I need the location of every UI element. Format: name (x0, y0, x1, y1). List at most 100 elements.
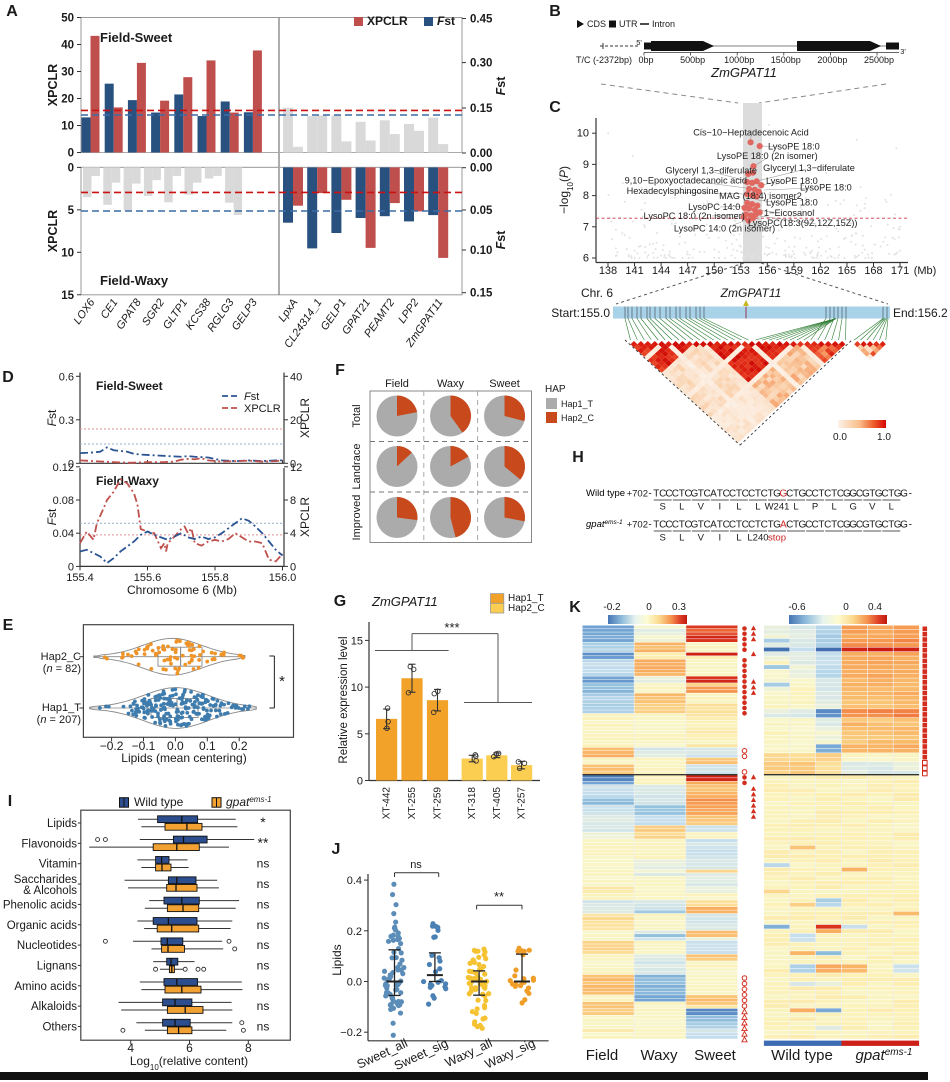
svg-text:7: 7 (583, 221, 589, 233)
svg-text:+702: +702 (627, 489, 648, 500)
svg-text:L240: L240 (747, 533, 768, 544)
svg-text:***: *** (444, 620, 459, 635)
svg-text:ns: ns (257, 958, 270, 972)
svg-text:Waxy: Waxy (437, 378, 465, 390)
svg-text:G: G (334, 593, 346, 610)
svg-text:40: 40 (290, 371, 302, 383)
svg-text:ns: ns (257, 1020, 270, 1034)
svg-text:5': 5' (636, 38, 642, 47)
svg-text:I: I (719, 533, 722, 544)
svg-text:147: 147 (678, 265, 696, 277)
svg-text:B: B (549, 3, 561, 20)
svg-text:159: 159 (785, 265, 803, 277)
svg-text:4: 4 (127, 1041, 134, 1055)
svg-text:165: 165 (838, 265, 856, 277)
svg-text:Field-Sweet: Field-Sweet (96, 379, 163, 393)
svg-text:0.05: 0.05 (470, 205, 493, 217)
svg-text:V: V (698, 502, 705, 513)
svg-text:15: 15 (351, 635, 363, 647)
svg-text:XT-405: XT-405 (492, 787, 503, 820)
svg-text:V: V (698, 533, 705, 544)
svg-text:Field: Field (385, 378, 409, 390)
svg-text:XT-257: XT-257 (517, 787, 528, 820)
svg-text:1.0: 1.0 (877, 432, 891, 443)
svg-text:-0.6: -0.6 (788, 602, 806, 613)
svg-text:0.6: 0.6 (59, 371, 74, 383)
svg-text:XPCLR: XPCLR (244, 403, 281, 415)
svg-text:P: P (812, 502, 818, 513)
svg-text:LysoPE 18:0: LysoPE 18:0 (766, 176, 818, 186)
svg-text:End:156.2: End:156.2 (893, 306, 948, 320)
svg-text:XPCLR: XPCLR (298, 497, 312, 537)
svg-text:Saccharides: Saccharides (14, 874, 78, 886)
svg-text:0.15: 0.15 (470, 103, 493, 115)
svg-text:*: * (279, 673, 285, 690)
svg-text:1000bp: 1000bp (724, 55, 754, 65)
svg-text:T/C (-2372bp): T/C (-2372bp) (576, 55, 632, 65)
svg-text:L: L (793, 502, 798, 513)
svg-text:LysoPC 14:0: LysoPC 14:0 (688, 202, 740, 212)
svg-text:6: 6 (583, 253, 589, 265)
svg-text:L: L (679, 502, 684, 513)
svg-text:Lipids (mean centering): Lipids (mean centering) (121, 751, 246, 765)
svg-text:(n = 82): (n = 82) (43, 663, 81, 675)
svg-text:ZmGPAT11: ZmGPAT11 (720, 286, 782, 300)
svg-text:(n = 207): (n = 207) (37, 714, 81, 726)
svg-text:Field: Field (586, 1047, 619, 1064)
svg-text:Fst: Fst (45, 409, 59, 426)
svg-text:168: 168 (864, 265, 882, 277)
svg-text:171: 171 (891, 265, 909, 277)
svg-text:**: ** (258, 834, 269, 850)
svg-text:XT-318: XT-318 (467, 787, 478, 820)
svg-text:Wild type: Wild type (134, 795, 184, 809)
svg-text:LysoPE 18:0: LysoPE 18:0 (768, 142, 820, 152)
svg-text:LysoPC 18:0 (2n isomer): LysoPC 18:0 (2n isomer) (644, 211, 745, 221)
svg-text:12: 12 (290, 462, 302, 474)
svg-text:0.00: 0.00 (470, 148, 492, 160)
svg-text:0.45: 0.45 (470, 14, 493, 26)
svg-text:Log10(relative content): Log10(relative content) (130, 1054, 248, 1072)
svg-text:0: 0 (68, 561, 74, 573)
svg-text:XT-442: XT-442 (382, 787, 393, 820)
svg-text:XT-255: XT-255 (407, 787, 418, 820)
svg-text:0.10: 0.10 (470, 245, 492, 257)
svg-text:Lignans: Lignans (37, 960, 78, 972)
svg-text:UTR: UTR (619, 19, 638, 29)
svg-text:-0.2: -0.2 (603, 602, 621, 613)
svg-text:Hap1_T: Hap1_T (561, 399, 594, 409)
svg-text:L: L (736, 533, 741, 544)
svg-text:138: 138 (599, 265, 617, 277)
svg-text:E: E (3, 617, 14, 634)
svg-text:LysoPC(18:3(9Z,12Z,15Z)): LysoPC(18:3(9Z,12Z,15Z)) (748, 218, 857, 228)
svg-text:8: 8 (290, 495, 296, 507)
svg-text:**: ** (494, 889, 504, 904)
svg-text:-TCCCTCGTCATCCTCCTCTGGCTGCCTCT: - TCCCTCGTCATCCTCCTCTGGCTGCCTCTCGGCGTGCTG… (648, 489, 912, 500)
svg-text:−log10(P): −log10(P) (557, 166, 575, 214)
svg-text:Lipids: Lipids (47, 818, 77, 830)
svg-text:155.8: 155.8 (201, 572, 229, 584)
svg-text:Improved: Improved (351, 495, 363, 541)
svg-text:LysoPC 14:0 (2n isomer): LysoPC 14:0 (2n isomer) (674, 224, 775, 234)
svg-text:ns: ns (257, 857, 270, 871)
svg-text:0: 0 (357, 776, 363, 788)
svg-text:Glyceryl 1,3−diferulate: Glyceryl 1,3−diferulate (763, 163, 855, 173)
svg-text:0.12: 0.12 (53, 462, 74, 474)
svg-text:XT-259: XT-259 (433, 787, 444, 820)
svg-text:I: I (719, 502, 722, 513)
svg-text:Field-Waxy: Field-Waxy (100, 273, 169, 288)
svg-text:6: 6 (186, 1041, 193, 1055)
svg-text:Relative expression level: Relative expression level (338, 636, 350, 763)
svg-text:0: 0 (843, 602, 849, 613)
svg-text:Wild type: Wild type (586, 488, 625, 499)
svg-text:ZmGPAT11: ZmGPAT11 (371, 594, 438, 609)
svg-text:500bp: 500bp (680, 55, 705, 65)
svg-text:S: S (660, 502, 666, 513)
svg-text:stop: stop (768, 533, 786, 544)
svg-text:Wild type: Wild type (771, 1047, 833, 1064)
svg-text:5: 5 (68, 205, 75, 217)
svg-text:162: 162 (811, 265, 829, 277)
svg-text:3': 3' (900, 47, 906, 56)
svg-text:Hap2_C: Hap2_C (41, 651, 81, 663)
svg-text:XPCLR: XPCLR (298, 398, 312, 438)
svg-text:10: 10 (61, 247, 74, 259)
